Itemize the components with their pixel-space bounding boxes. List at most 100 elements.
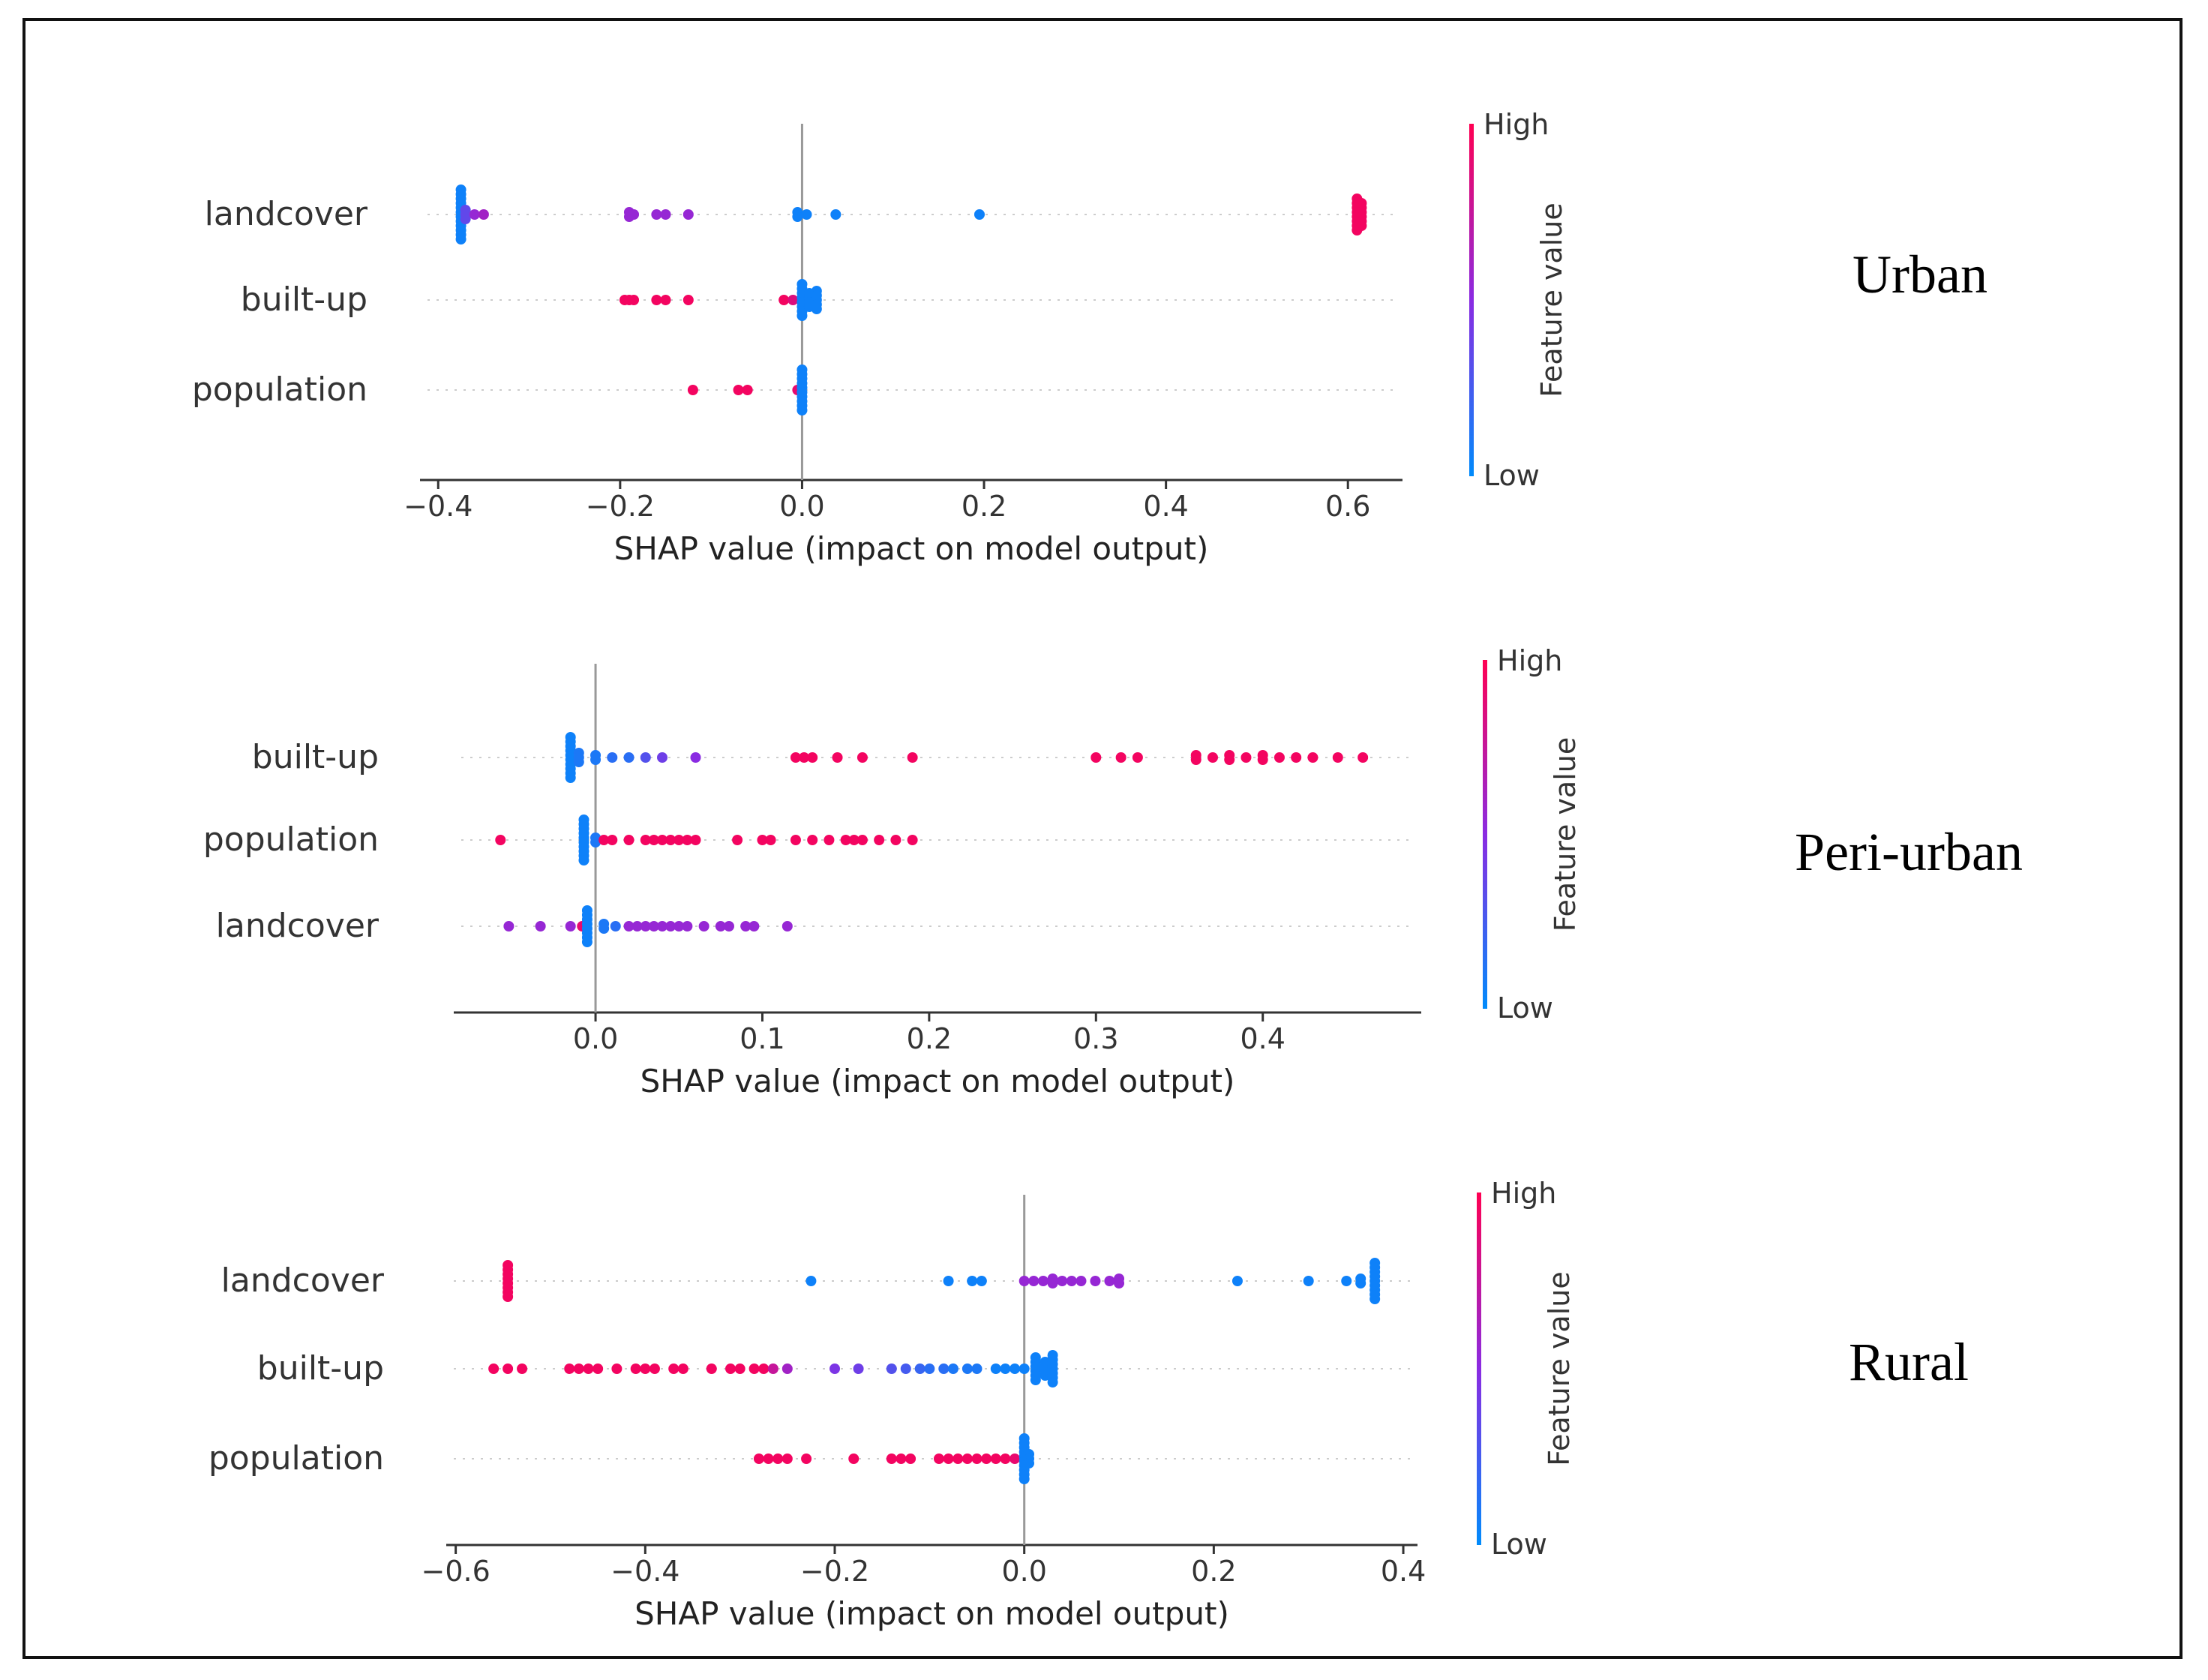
shap-point xyxy=(565,772,576,783)
shap-point xyxy=(698,921,710,932)
shap-point xyxy=(573,1364,584,1374)
shap-point xyxy=(598,835,610,845)
shap-point xyxy=(598,923,610,934)
shap-point xyxy=(740,921,752,932)
x-tick-label: −0.4 xyxy=(610,1555,680,1588)
shap-point xyxy=(668,1364,680,1374)
shap-point xyxy=(682,921,693,932)
shap-point xyxy=(565,921,576,932)
shap-point xyxy=(952,1454,964,1464)
shap-point xyxy=(1207,752,1218,763)
shap-point xyxy=(640,752,651,763)
shap-point xyxy=(535,921,546,932)
shap-point xyxy=(974,209,985,220)
shap-point xyxy=(778,295,790,305)
shap-point xyxy=(651,209,662,220)
shap-point xyxy=(796,310,808,321)
shap-point xyxy=(1010,1454,1021,1464)
shap-point xyxy=(742,385,753,395)
shap-point xyxy=(1358,752,1369,763)
feature-label: population xyxy=(208,1439,384,1478)
x-tick-label: 0.0 xyxy=(779,490,824,523)
shap-point xyxy=(640,1364,651,1374)
shap-point xyxy=(848,835,860,845)
region-label: Urban xyxy=(1852,244,1988,304)
shap-point xyxy=(758,1364,770,1374)
shap-point xyxy=(1257,754,1268,765)
shap-point xyxy=(715,921,726,932)
colorbar-title: Feature value xyxy=(1535,202,1568,397)
shap-point xyxy=(890,835,902,845)
shap-point xyxy=(592,1364,604,1374)
shap-point xyxy=(1010,1364,1021,1374)
feature-label: landcover xyxy=(216,907,380,945)
shap-point xyxy=(628,295,640,305)
shap-point xyxy=(1341,1276,1352,1286)
shap-point xyxy=(933,1454,944,1464)
shap-point xyxy=(807,752,818,763)
shap-point xyxy=(765,835,776,845)
shap-point xyxy=(900,1364,911,1374)
region-label: Peri-urban xyxy=(1795,822,2023,882)
shap-point xyxy=(1090,752,1102,763)
colorbar-high-label: High xyxy=(1491,1177,1556,1210)
shap-point xyxy=(623,835,634,845)
shap-point xyxy=(896,1454,907,1464)
colorbar-title: Feature value xyxy=(1549,737,1582,932)
shap-point xyxy=(1332,752,1343,763)
shap-point xyxy=(981,1454,992,1464)
shap-point xyxy=(648,835,659,845)
shap-point xyxy=(947,1364,958,1374)
shap-point xyxy=(943,1276,954,1286)
shap-point xyxy=(628,209,640,220)
shap-point xyxy=(905,1454,916,1464)
shap-point xyxy=(1224,754,1235,765)
shap-point xyxy=(1028,1276,1040,1286)
feature-label: landcover xyxy=(221,1262,385,1300)
shap-point xyxy=(517,1364,528,1374)
feature-label: population xyxy=(203,820,379,859)
shap-point xyxy=(753,1454,764,1464)
shap-point xyxy=(790,752,801,763)
shap-point xyxy=(824,835,835,845)
shap-point xyxy=(856,835,868,845)
shap-point xyxy=(1307,752,1318,763)
shap-point xyxy=(706,1364,717,1374)
shap-point xyxy=(796,405,808,416)
shap-point xyxy=(495,835,506,845)
x-tick-label: 0.4 xyxy=(1381,1555,1426,1588)
x-tick-label: 0.2 xyxy=(1191,1555,1236,1588)
shap-point xyxy=(657,752,668,763)
shap-point xyxy=(830,1364,840,1374)
colorbar-low-label: Low xyxy=(1484,459,1540,492)
x-axis-title: SHAP value (impact on model output) xyxy=(634,1595,1229,1632)
shap-point xyxy=(674,921,685,932)
shap-point xyxy=(687,385,698,395)
shap-point xyxy=(682,209,694,220)
shap-point xyxy=(1370,1294,1381,1304)
shap-point xyxy=(1076,1276,1087,1286)
shap-point xyxy=(924,1364,935,1374)
x-axis-title: SHAP value (impact on model output) xyxy=(640,1063,1235,1100)
colorbar-low-label: Low xyxy=(1491,1528,1547,1561)
shap-point xyxy=(690,752,701,763)
shap-point xyxy=(1018,1276,1030,1286)
shap-point xyxy=(648,921,659,932)
shap-point xyxy=(1090,1276,1101,1286)
feature-label: landcover xyxy=(205,195,368,233)
shap-point xyxy=(886,1454,897,1464)
x-tick-label: −0.4 xyxy=(404,490,472,523)
shap-point xyxy=(660,295,671,305)
x-tick-label: 0.2 xyxy=(907,1022,952,1055)
shap-point xyxy=(782,921,793,932)
shap-point xyxy=(1057,1276,1068,1286)
shap-point xyxy=(734,1364,746,1374)
x-tick-label: 0.4 xyxy=(1240,1022,1285,1055)
shap-point xyxy=(674,835,685,845)
shap-point xyxy=(772,1454,784,1464)
shap-point xyxy=(990,1364,1001,1374)
shap-point xyxy=(1132,752,1143,763)
shap-point xyxy=(732,835,743,845)
x-tick-label: 0.2 xyxy=(962,490,1006,523)
